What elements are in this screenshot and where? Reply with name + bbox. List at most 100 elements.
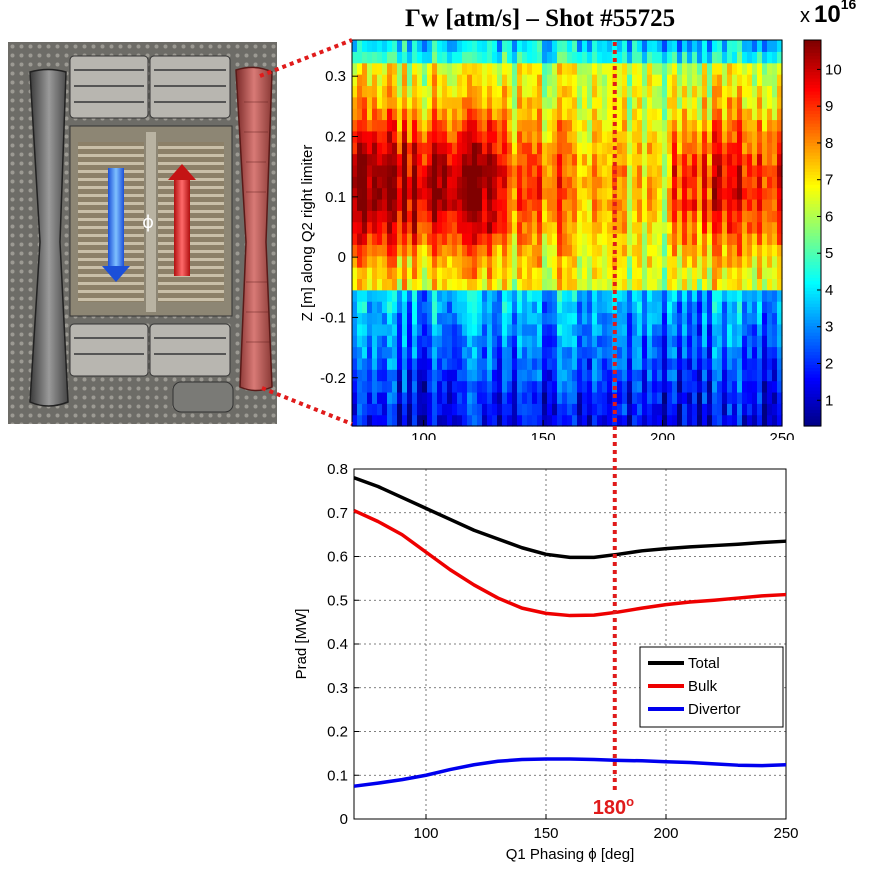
heatmap-cell xyxy=(497,233,503,245)
heatmap-cell xyxy=(402,289,408,302)
heatmap-cell xyxy=(602,255,608,268)
heatmap-cell xyxy=(397,380,403,393)
heatmap-cell xyxy=(702,51,708,64)
heatmap-cell xyxy=(777,153,783,166)
heatmap-cell xyxy=(567,198,573,211)
heatmap-cell xyxy=(412,62,418,75)
heatmap-cell xyxy=(587,119,593,132)
heatmap-cell xyxy=(762,108,768,121)
heatmap-cell xyxy=(482,380,488,393)
heatmap-cell xyxy=(482,414,488,427)
heatmap-cell xyxy=(452,51,458,64)
heatmap-cell xyxy=(567,380,573,393)
heatmap-cell xyxy=(447,96,453,109)
heatmap-cell xyxy=(537,255,543,268)
heatmap-cell xyxy=(582,380,588,393)
heatmap-cell xyxy=(742,267,748,280)
heatmap-cell xyxy=(467,346,473,359)
heatmap-cell xyxy=(477,335,483,348)
colorbar-tick-label: 3 xyxy=(825,319,833,336)
heatmap-cell xyxy=(742,289,748,302)
heatmap-cell xyxy=(447,187,453,200)
heatmap-cell xyxy=(462,210,468,223)
heatmap-cell xyxy=(482,176,488,189)
heatmap-cell xyxy=(392,210,398,223)
heatmap-cell xyxy=(522,391,528,404)
heatmap-cell xyxy=(617,142,623,155)
heatmap-cell xyxy=(442,312,448,325)
heatmap-cell xyxy=(412,40,418,52)
heatmap-cell xyxy=(357,323,363,336)
heatmap-cell xyxy=(722,153,728,166)
heatmap-cell xyxy=(457,312,463,325)
heatmap-cell xyxy=(377,357,383,370)
heatmap-cell xyxy=(402,142,408,155)
heatmap-cell xyxy=(597,62,603,75)
heatmap-cell xyxy=(662,108,668,121)
heatmap-cell xyxy=(772,267,778,280)
heatmap-cell xyxy=(757,96,763,109)
heatmap-cell xyxy=(582,335,588,348)
heatmap-cell xyxy=(682,210,688,223)
heatmap-cell xyxy=(372,278,378,291)
heatmap-cell xyxy=(462,267,468,280)
heatmap-cell xyxy=(447,62,453,75)
colorbar-segment xyxy=(804,49,821,54)
heatmap-cell xyxy=(597,51,603,64)
heatmap-cell xyxy=(447,289,453,302)
heatmap-cell xyxy=(752,267,758,280)
heatmap-cell xyxy=(357,198,363,211)
colorbar-segment xyxy=(804,374,821,379)
heatmap-cell xyxy=(562,153,568,166)
colorbar-segment xyxy=(804,123,821,128)
heatmap-cell xyxy=(637,119,643,132)
heatmap-cell xyxy=(542,233,548,245)
heatmap-cell xyxy=(457,119,463,132)
heatmap-cell xyxy=(617,176,623,189)
heatmap-cell xyxy=(672,40,678,52)
heatmap-cell xyxy=(462,301,468,314)
heatmap-cell xyxy=(367,74,373,87)
heatmap-cell xyxy=(722,74,728,87)
heatmap-cell xyxy=(487,164,493,177)
colorbar-segment xyxy=(804,287,821,292)
heatmap-cell xyxy=(362,244,368,257)
heatmap-cell xyxy=(412,391,418,404)
heatmap-cell xyxy=(352,414,358,427)
heatmap-cell xyxy=(502,233,508,245)
heatmap-cell xyxy=(582,142,588,155)
heatmap-cell xyxy=(737,323,743,336)
heatmap-cell xyxy=(707,187,713,200)
heatmap-cell xyxy=(562,391,568,404)
heatmap-cell xyxy=(752,403,758,416)
heatmap-cell xyxy=(422,85,428,98)
heatmap-cell xyxy=(712,380,718,393)
heatmap-cell xyxy=(662,403,668,416)
heatmap-cell xyxy=(762,289,768,302)
colorbar-segment xyxy=(804,236,821,241)
heatmap-cell xyxy=(682,391,688,404)
heatmap-cell xyxy=(552,85,558,98)
heatmap-cell xyxy=(672,289,678,302)
heatmap-cell xyxy=(462,40,468,52)
prad-series-total xyxy=(353,476,787,560)
heatmap-cell xyxy=(702,335,708,348)
heatmap-cell xyxy=(642,108,648,121)
heatmap-cell xyxy=(567,96,573,109)
heatmap-cell xyxy=(502,119,508,132)
heatmap-cell xyxy=(742,187,748,200)
colorbar-segment xyxy=(804,422,821,427)
heatmap-cell xyxy=(467,176,473,189)
heatmap-cell xyxy=(442,119,448,132)
heatmap-cell xyxy=(667,210,673,223)
heatmap-cell xyxy=(752,233,758,245)
heatmap-cell xyxy=(577,210,583,223)
heatmap-cell xyxy=(462,142,468,155)
heatmap-cell xyxy=(432,346,438,359)
heatmap-cell xyxy=(597,403,603,416)
heatmap-cell xyxy=(487,289,493,302)
heatmap-cell xyxy=(572,85,578,98)
heatmap-cell xyxy=(752,221,758,234)
heatmap-cell xyxy=(367,142,373,155)
heatmap-cell xyxy=(617,130,623,143)
